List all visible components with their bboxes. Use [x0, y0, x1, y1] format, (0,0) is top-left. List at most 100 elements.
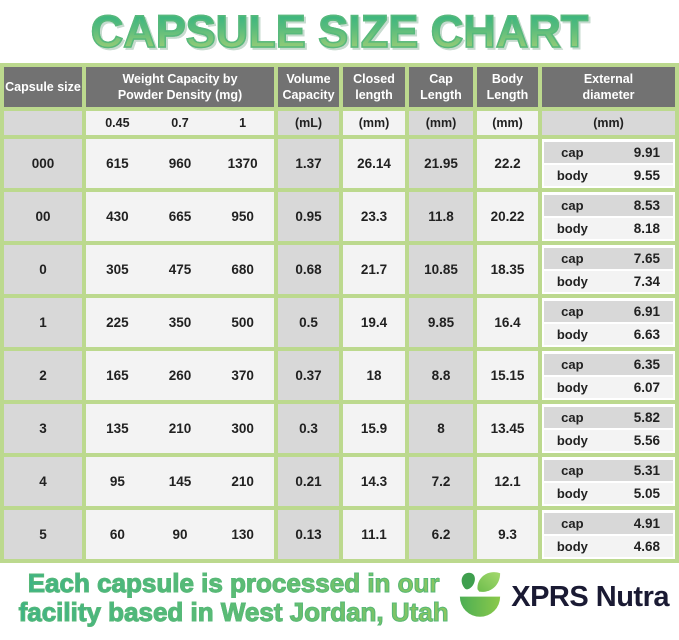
external-cap-value: 5.82	[633, 409, 660, 425]
volume-capacity-cell: 0.21	[278, 457, 339, 506]
external-cap-label: cap	[561, 197, 584, 213]
external-diameter-cell: cap 8.53 body 8.18	[542, 192, 675, 241]
external-body-row: body 5.56	[544, 429, 673, 451]
external-body-label: body	[556, 538, 588, 554]
external-cap-label: cap	[561, 356, 584, 372]
weight-value: 300	[231, 421, 254, 436]
page-title: CAPSULE SIZE CHART	[90, 6, 589, 57]
density-07: 0.7	[171, 116, 189, 130]
weight-value: 135	[106, 421, 129, 436]
weight-capacity-cell: 95 145 210	[86, 457, 274, 506]
weight-value: 680	[231, 262, 254, 277]
closed-length-cell: 18	[343, 351, 405, 400]
closed-length-cell: 14.3	[343, 457, 405, 506]
external-cap-row: cap 5.82	[544, 406, 673, 428]
weight-capacity-cell: 305 475 680	[86, 245, 274, 294]
table-row: 3 135 210 300 0.3 15.9 8 13.45 cap 5.82 body 5.56	[4, 404, 675, 453]
subheader-external-unit: (mm)	[542, 111, 675, 135]
cap-length-cell: 11.8	[409, 192, 473, 241]
body-length-cell: 22.2	[477, 139, 538, 188]
capsule-size-cell: 000	[4, 139, 82, 188]
weight-value: 260	[168, 368, 192, 383]
weight-value: 350	[168, 315, 192, 330]
external-cap-value: 4.91	[633, 515, 660, 531]
header-closed-length-label: Closed length	[353, 71, 395, 102]
external-cap-label: cap	[561, 409, 584, 425]
external-cap-value: 6.91	[633, 303, 660, 319]
header-capsule-size-label: Capsule size	[5, 79, 81, 94]
cap-length-cell: 7.2	[409, 457, 473, 506]
weight-value: 305	[106, 262, 129, 277]
external-body-label: body	[556, 273, 588, 289]
volume-capacity-cell: 0.95	[278, 192, 339, 241]
external-body-label: body	[556, 220, 588, 236]
cap-length-cell: 6.2	[409, 510, 473, 559]
weight-value: 665	[168, 209, 192, 224]
capsule-size-cell: 0	[4, 245, 82, 294]
external-body-row: body 6.63	[544, 323, 673, 345]
table-row: 2 165 260 370 0.37 18 8.8 15.15 cap 6.35 body 6.07	[4, 351, 675, 400]
external-diameter-cell: cap 5.82 body 5.56	[542, 404, 675, 453]
table-row: 4 95 145 210 0.21 14.3 7.2 12.1 cap 5.31 body 5.05	[4, 457, 675, 506]
external-diameter-cell: cap 6.91 body 6.63	[542, 298, 675, 347]
cap-length-cell: 8	[409, 404, 473, 453]
external-cap-label: cap	[561, 303, 584, 319]
external-cap-row: cap 9.91	[544, 141, 673, 163]
body-length-cell: 13.45	[477, 404, 538, 453]
external-cap-row: cap 8.53	[544, 194, 673, 216]
closed-length-cell: 21.7	[343, 245, 405, 294]
volume-capacity-cell: 0.5	[278, 298, 339, 347]
weight-value: 475	[168, 262, 192, 277]
weight-value: 90	[172, 527, 188, 542]
external-body-value: 8.18	[633, 220, 660, 236]
weight-value: 960	[168, 156, 192, 171]
volume-capacity-cell: 0.3	[278, 404, 339, 453]
density-1: 1	[239, 116, 247, 130]
table-row: 00 430 665 950 0.95 23.3 11.8 20.22 cap 8.53 body 8…	[4, 192, 675, 241]
brand-logo-group: XPRS Nutra	[453, 569, 669, 626]
weight-capacity-cell: 430 665 950	[86, 192, 274, 241]
weight-capacity-cell: 225 350 500	[86, 298, 274, 347]
external-diameter-cell: cap 4.91 body 4.68	[542, 510, 675, 559]
table-header-row: Capsule size Weight Capacity by Powder D…	[4, 67, 675, 107]
external-body-label: body	[556, 485, 588, 501]
weight-value: 950	[231, 209, 254, 224]
header-body-length: Body Length	[477, 67, 538, 107]
external-body-row: body 5.05	[544, 482, 673, 504]
external-cap-row: cap 4.91	[544, 512, 673, 534]
external-body-label: body	[556, 432, 588, 448]
body-length-cell: 15.15	[477, 351, 538, 400]
external-cap-row: cap 6.35	[544, 353, 673, 375]
external-cap-value: 7.65	[633, 250, 660, 266]
external-body-value: 7.34	[633, 273, 660, 289]
volume-capacity-cell: 0.13	[278, 510, 339, 559]
facility-note-line2: facility based in West Jordan, Utah	[18, 596, 449, 627]
table-subheader-row: 0.45 0.7 1 (mL) (mm) (mm) (mm) (mm)	[4, 111, 675, 135]
weight-value: 165	[106, 368, 129, 383]
volume-capacity-cell: 1.37	[278, 139, 339, 188]
external-diameter-cell: cap 9.91 body 9.55	[542, 139, 675, 188]
footer: Each capsule is processed in our facilit…	[0, 563, 679, 626]
table-row: 1 225 350 500 0.5 19.4 9.85 16.4 cap 6.91 body 6.63	[4, 298, 675, 347]
weight-value: 130	[231, 527, 254, 542]
subheader-densities: 0.45 0.7 1	[86, 111, 274, 135]
closed-length-cell: 11.1	[343, 510, 405, 559]
header-closed-length: Closed length	[343, 67, 405, 107]
external-cap-label: cap	[561, 144, 584, 160]
external-cap-row: cap 6.91	[544, 300, 673, 322]
weight-capacity-cell: 60 90 130	[86, 510, 274, 559]
cap-length-cell: 9.85	[409, 298, 473, 347]
table-row: 000 615 960 1370 1.37 26.14 21.95 22.2 cap 9.91 bo…	[4, 139, 675, 188]
subheader-cap-unit: (mm)	[409, 111, 473, 135]
weight-capacity-cell: 135 210 300	[86, 404, 274, 453]
header-volume-capacity-label: Volume Capacity	[282, 71, 335, 102]
weight-value: 95	[109, 474, 125, 489]
subheader-volume-unit: (mL)	[278, 111, 339, 135]
header-capsule-size: Capsule size	[4, 67, 82, 107]
external-body-label: body	[556, 326, 588, 342]
weight-value: 1370	[227, 156, 258, 171]
external-body-value: 6.07	[633, 379, 660, 395]
body-length-cell: 12.1	[477, 457, 538, 506]
cap-length-cell: 10.85	[409, 245, 473, 294]
volume-capacity-cell: 0.37	[278, 351, 339, 400]
